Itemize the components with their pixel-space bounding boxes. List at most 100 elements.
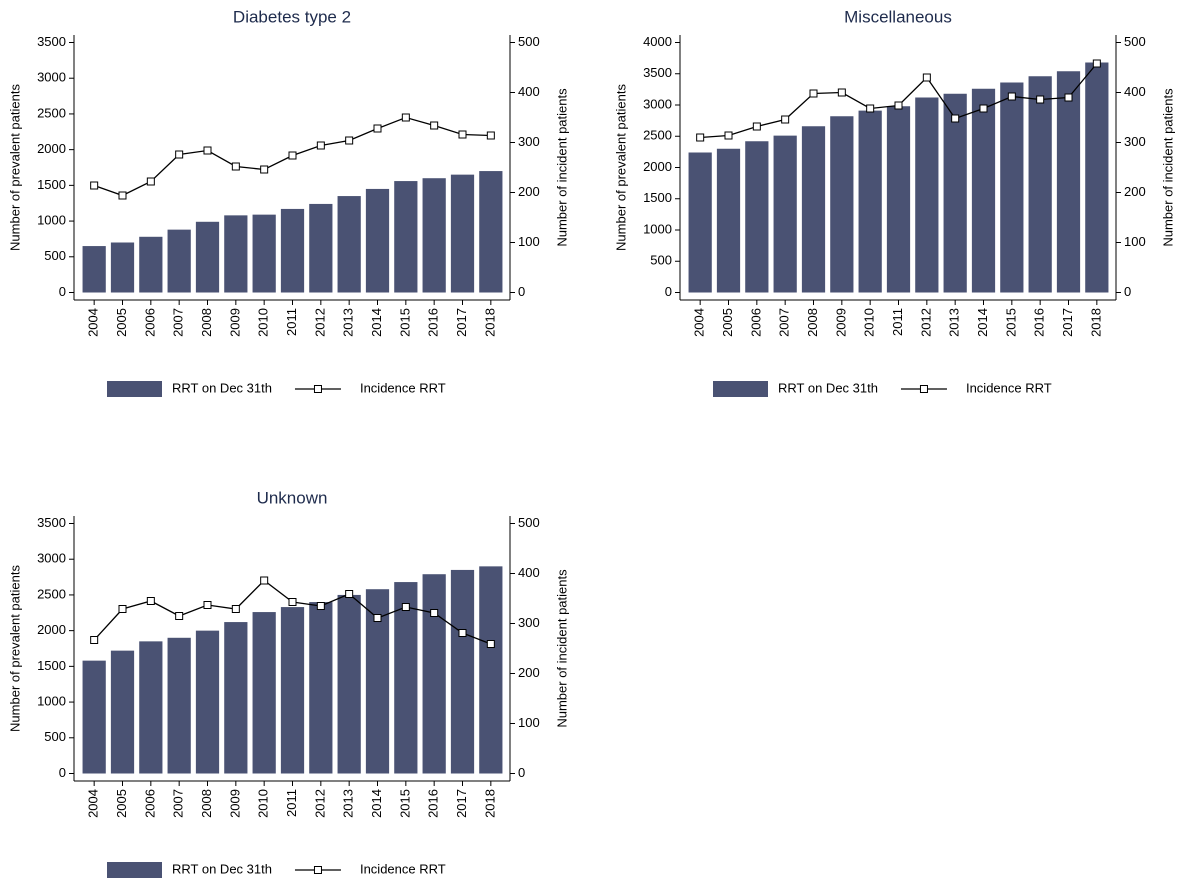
line-marker: [401, 113, 410, 122]
y-tick-label: 500: [650, 253, 672, 268]
chart-title: Unknown: [257, 488, 328, 507]
line-marker: [316, 141, 325, 150]
y-tick-label: 1500: [643, 190, 672, 205]
x-tick-label: 2012: [312, 789, 327, 818]
x-tick-label: 2013: [341, 789, 356, 818]
bar: [1028, 76, 1052, 293]
y-tick-label: 500: [44, 248, 66, 263]
bar: [365, 589, 390, 774]
x-tick-label: 2011: [284, 308, 299, 336]
line-marker: [118, 191, 127, 200]
x-tick-label: 2007: [171, 308, 186, 337]
line-marker: [696, 133, 705, 142]
line-marker: [809, 89, 818, 98]
x-tick-label: 2010: [256, 789, 271, 818]
x-tick-label: 2012: [312, 308, 327, 337]
y2-tick-label: 200: [518, 184, 540, 199]
line-marker: [837, 88, 846, 97]
line-marker: [345, 590, 354, 598]
y-tick-label: 3500: [37, 515, 66, 530]
line-marker: [203, 601, 212, 609]
line-marker: [231, 162, 240, 171]
bar: [195, 221, 220, 293]
line-marker: [458, 629, 467, 637]
x-tick-label: 2007: [171, 789, 186, 818]
line-marker: [146, 177, 155, 186]
bar: [479, 171, 503, 293]
y2-tick-label: 400: [1124, 84, 1146, 99]
y-tick-label: 3500: [37, 34, 66, 49]
x-tick-label: 2006: [142, 789, 157, 818]
x-tick-label: 2011: [284, 789, 299, 817]
legend-label: RRT on Dec 31th: [172, 861, 272, 876]
bar: [801, 126, 826, 293]
x-tick-label: 2013: [341, 308, 356, 337]
y2-tick-label: 500: [518, 515, 540, 530]
bar: [1056, 71, 1081, 293]
bar: [1000, 82, 1024, 293]
y2-tick-label: 0: [518, 765, 525, 780]
x-tick-label: 2016: [426, 789, 441, 818]
bar: [167, 229, 191, 293]
line-marker: [430, 609, 439, 617]
bar: [422, 178, 446, 293]
y-tick-label: 1500: [37, 658, 66, 673]
x-tick-label: 2006: [142, 308, 157, 337]
line-marker: [260, 576, 269, 585]
line-marker: [1092, 59, 1101, 68]
y2-tick-label: 500: [1124, 34, 1146, 49]
y-tick-label: 0: [665, 284, 672, 299]
bar: [195, 630, 220, 774]
x-tick-label: 2005: [114, 308, 129, 337]
y-tick-label: 2500: [37, 586, 66, 601]
line-marker: [866, 104, 875, 113]
x-tick-label: 2017: [1060, 308, 1075, 337]
x-tick-label: 2008: [805, 308, 820, 337]
legend-marker: [313, 385, 322, 393]
y-tick-label: 2000: [37, 141, 66, 156]
line-marker: [260, 165, 269, 174]
x-tick-label: 2016: [426, 308, 441, 337]
bar: [309, 203, 333, 293]
bar: [450, 174, 475, 293]
bar: [139, 641, 163, 774]
bar: [1085, 62, 1109, 293]
line-marker: [1036, 95, 1045, 104]
bar: [688, 152, 712, 293]
bar: [280, 607, 305, 774]
y-axis-label: Number of prevalent patients: [613, 84, 628, 251]
x-tick-label: 2017: [454, 789, 469, 818]
x-tick-label: 2013: [947, 308, 962, 337]
y-tick-label: 1500: [37, 177, 66, 192]
x-tick-label: 2018: [1088, 308, 1103, 337]
bar: [309, 602, 333, 774]
legend-swatch: [713, 381, 768, 397]
line-marker: [894, 101, 903, 110]
x-tick-label: 2009: [227, 789, 242, 818]
bar: [110, 650, 135, 774]
y-tick-label: 500: [44, 729, 66, 744]
line-marker: [401, 603, 410, 611]
chart-title: Diabetes type 2: [233, 7, 351, 26]
line-marker: [90, 636, 99, 644]
y-tick-label: 1000: [37, 694, 66, 709]
legend-swatch: [107, 862, 162, 878]
x-tick-label: 2010: [862, 308, 877, 337]
line-marker: [146, 597, 155, 605]
bar: [943, 93, 967, 293]
line-marker: [951, 114, 960, 123]
y-tick-label: 2500: [37, 105, 66, 120]
x-tick-label: 2006: [748, 308, 763, 337]
y-tick-label: 3000: [643, 96, 672, 111]
y-tick-label: 2000: [643, 159, 672, 174]
x-tick-label: 2014: [369, 308, 384, 337]
bar: [971, 88, 996, 293]
line-marker: [203, 146, 212, 155]
line-marker: [1007, 92, 1016, 101]
y-tick-label: 1000: [643, 221, 672, 236]
bar: [915, 97, 939, 293]
legend-label: Incidence RRT: [966, 380, 1052, 395]
line-marker: [922, 73, 931, 82]
bar: [280, 208, 305, 293]
